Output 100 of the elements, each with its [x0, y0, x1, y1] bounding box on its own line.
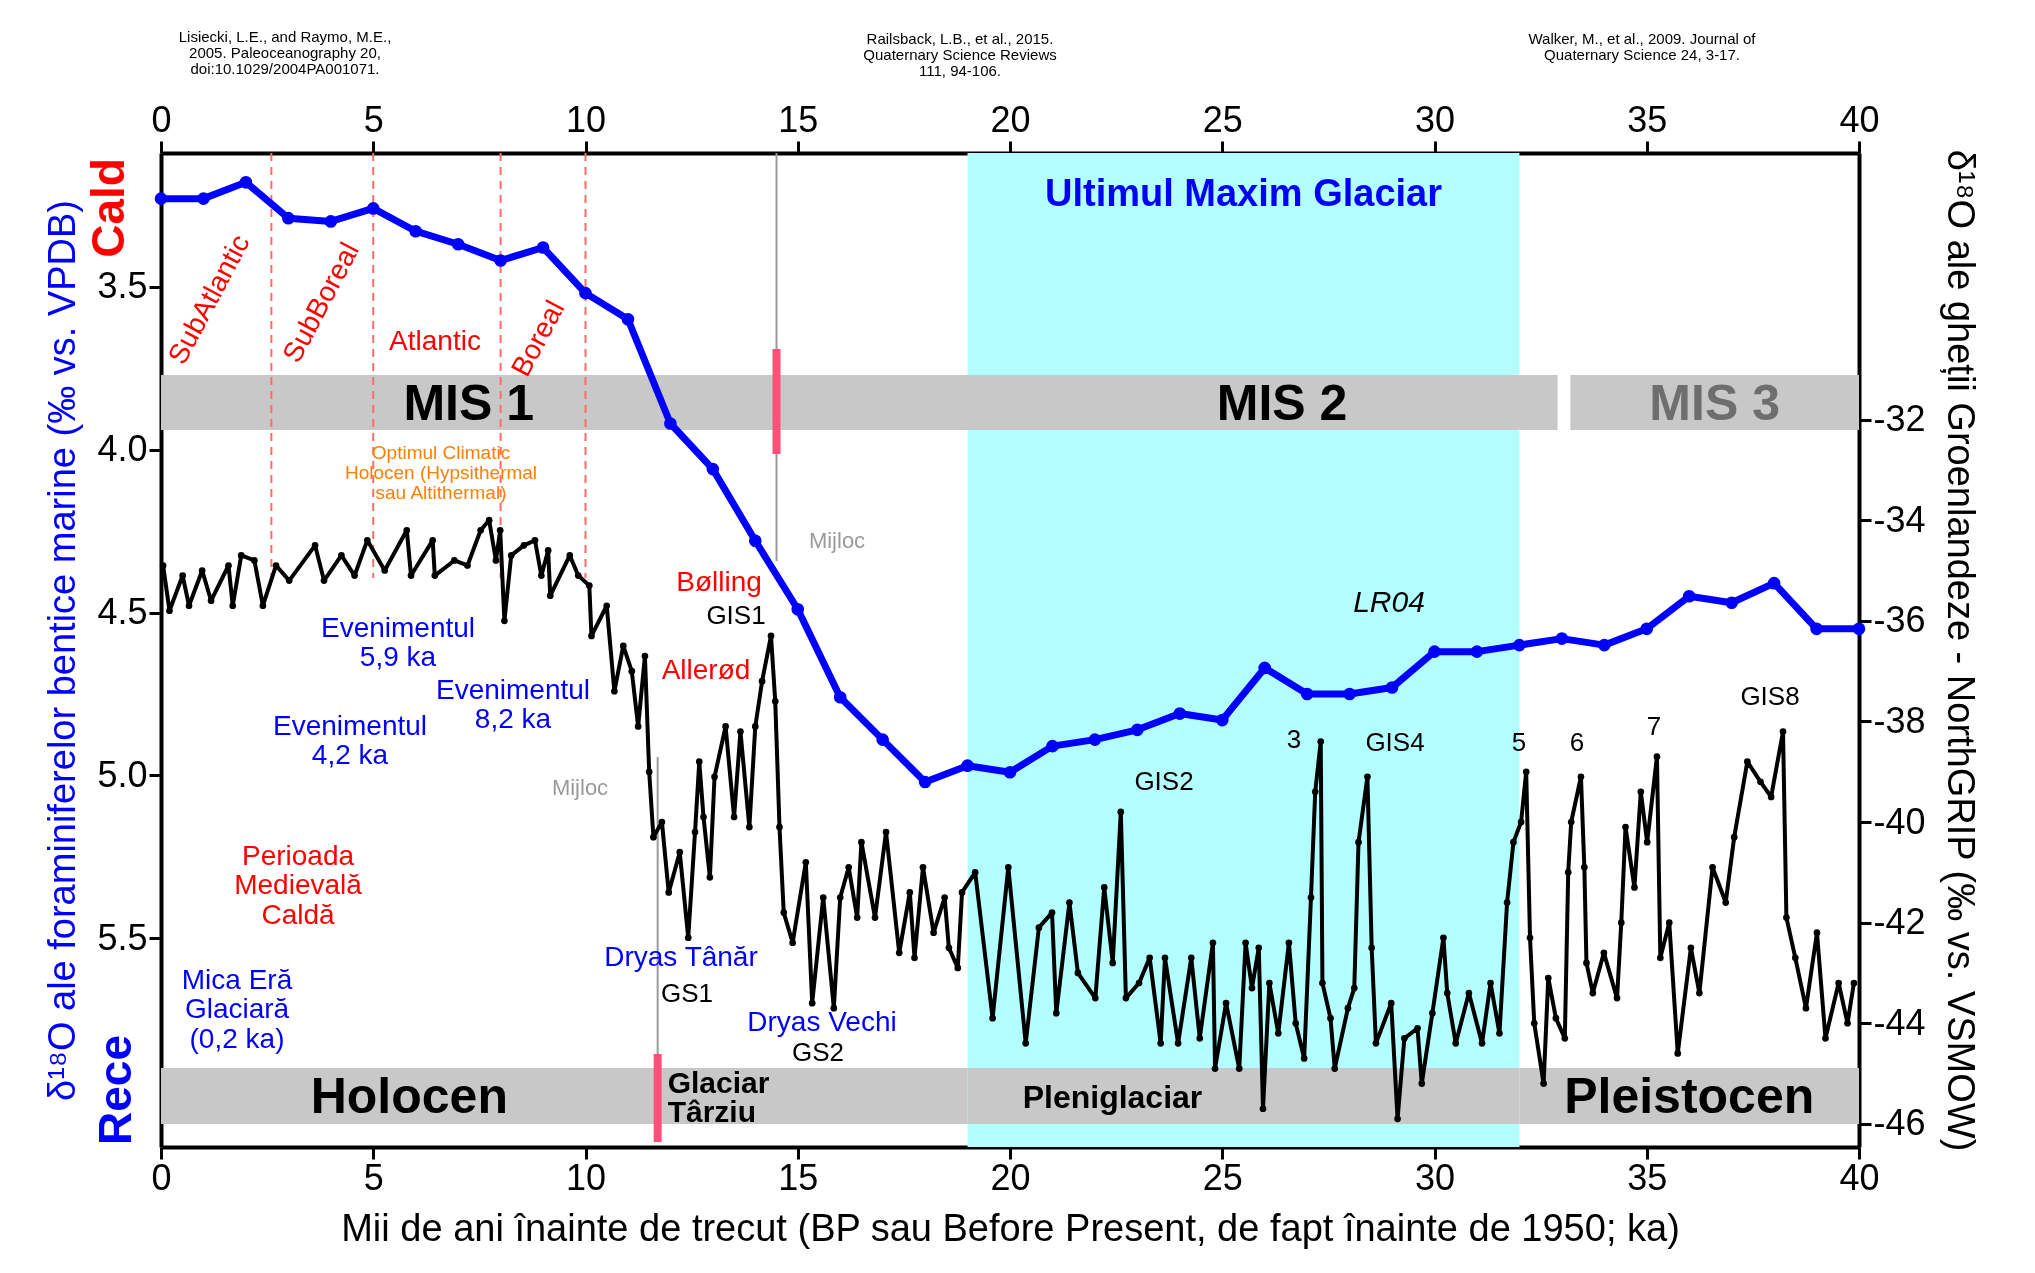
point [918, 775, 932, 789]
y2-tick-label: -44 [1873, 1001, 1926, 1043]
annotation: 7 [1646, 711, 1662, 741]
y2-tick-label: -40 [1873, 800, 1926, 842]
annotation: Mica Eră Glaciară (0,2 ka) [181, 964, 293, 1054]
point [706, 462, 720, 476]
x2-tick-label: 25 [1202, 98, 1243, 140]
y2-axis-title: δ¹⁸O ale gheții Groenlandeze - NorthGRIP (‰ vs. VSMOW) [1939, 149, 1982, 1152]
point [451, 237, 465, 251]
y-tick-label: 5.0 [97, 753, 148, 795]
point [791, 602, 805, 616]
annotation: GIS8 [1740, 681, 1800, 711]
point [536, 241, 550, 254]
point [1215, 713, 1229, 727]
point [1682, 589, 1696, 603]
annotation: Allerød [661, 654, 751, 685]
annotation: Dryas Tânăr [604, 941, 758, 972]
point [1046, 739, 1059, 753]
x2-tick-label: 0 [151, 98, 172, 140]
annotation: GIS4 [1365, 727, 1425, 757]
annotation: GS1 [660, 978, 714, 1008]
x-tick-label: 40 [1839, 1156, 1880, 1198]
annotation: Dryas Vechi [747, 1006, 897, 1037]
annotation: GIS2 [1134, 766, 1194, 796]
text: Rece [89, 1035, 141, 1145]
x-tick-label: 5 [363, 1156, 384, 1198]
annotation: Evenimentul 5,9 ka [320, 612, 476, 673]
point [961, 759, 974, 773]
y-axis-title: δ¹⁸O ale foraminiferelor bentice marine (‰ vs. VPDB) [41, 200, 84, 1101]
point [1131, 723, 1144, 737]
annotation: Perioada Medievală Caldă [234, 840, 363, 930]
point [324, 215, 338, 228]
annotation: Evenimentul 4,2 ka [272, 710, 428, 771]
y2-tick-label: -46 [1873, 1102, 1926, 1144]
point [1173, 707, 1187, 720]
point [366, 202, 380, 215]
point [1725, 596, 1738, 610]
point [664, 417, 677, 430]
band-label: Glaciar Târziu [667, 1066, 770, 1128]
point [1428, 645, 1441, 658]
point [1810, 622, 1823, 636]
x2-tick-label: 5 [363, 98, 384, 140]
point [1385, 681, 1399, 694]
x-tick-label: 35 [1627, 1156, 1668, 1198]
y-tick-label: 4.0 [97, 428, 148, 470]
annotation: Bølling [676, 566, 762, 597]
point [1003, 765, 1017, 779]
annotation: GIS1 [706, 600, 766, 630]
point [579, 286, 592, 300]
x-tick-label: 25 [1202, 1156, 1243, 1198]
annotation: 5 [1511, 727, 1527, 757]
text: Railsback, L.B., et al., 2015. Quaternary Science Reviews 111, 94-106. [863, 30, 1057, 79]
band-label: MIS 1 [403, 375, 535, 431]
band-label: Pleistocen [1564, 1068, 1815, 1124]
point [154, 192, 168, 205]
x2-tick-label: 30 [1414, 98, 1456, 140]
y-tick-label: 4.5 [97, 591, 148, 633]
point [1513, 638, 1526, 652]
y2-tick-label: -38 [1873, 699, 1926, 741]
point [1555, 632, 1569, 645]
point [1258, 661, 1272, 675]
x-tick-label: 15 [778, 1156, 819, 1198]
x2-tick-label: 15 [778, 98, 819, 140]
point [1852, 622, 1866, 636]
annotation: LR04 [1353, 585, 1425, 618]
x2-tick-label: 35 [1627, 98, 1668, 140]
x-axis-title: Mii de ani înainte de trecut (BP sau Before Present, de fapt înainte de 1950; ka) [341, 1206, 1680, 1249]
band-label: Pleniglaciar [1022, 1079, 1203, 1115]
x2-tick-label: 10 [565, 98, 607, 140]
point [239, 176, 253, 189]
x-tick-label: 30 [1414, 1156, 1456, 1198]
annotation: Evenimentul 8,2 ka [435, 674, 591, 735]
text: Walker, M., et al., 2009. Journal of Quaternary Science 24, 3-17. [1528, 30, 1757, 63]
point [1088, 733, 1102, 746]
x2-tick-label: 40 [1839, 98, 1880, 140]
band-label: MIS 2 [1216, 375, 1348, 431]
point [748, 534, 762, 548]
annotation: Mijloc [551, 775, 609, 800]
band-label: Ultimul Maxim Glaciar [1044, 172, 1443, 214]
annotation: Atlantic [389, 325, 481, 356]
point [197, 192, 210, 205]
point [1767, 576, 1781, 590]
point [1343, 687, 1356, 701]
x-tick-label: 10 [565, 1156, 607, 1198]
point [1300, 687, 1314, 701]
y2-tick-label: -32 [1873, 398, 1926, 440]
point [494, 254, 507, 267]
band-label: MIS 3 [1649, 375, 1780, 431]
band-label: Holocen [310, 1068, 508, 1124]
point [833, 690, 847, 704]
y2-tick-label: -36 [1873, 599, 1926, 641]
y-tick-label: 5.5 [97, 916, 148, 958]
x-tick-label: 20 [990, 1156, 1031, 1198]
text: Cald [82, 158, 134, 258]
point [876, 733, 889, 746]
text: Lisiecki, L.E., and Raymo, M.E., 2005. Paleoceanography 20, doi:10.1029/2004PA001071. [178, 28, 392, 77]
y-tick-label: 3.5 [97, 265, 148, 307]
annotation: Mijloc [808, 528, 866, 553]
annotation: Optimul Climatic Holocen (Hypsithermal sau Altithermal) [344, 442, 538, 503]
point [282, 211, 295, 225]
